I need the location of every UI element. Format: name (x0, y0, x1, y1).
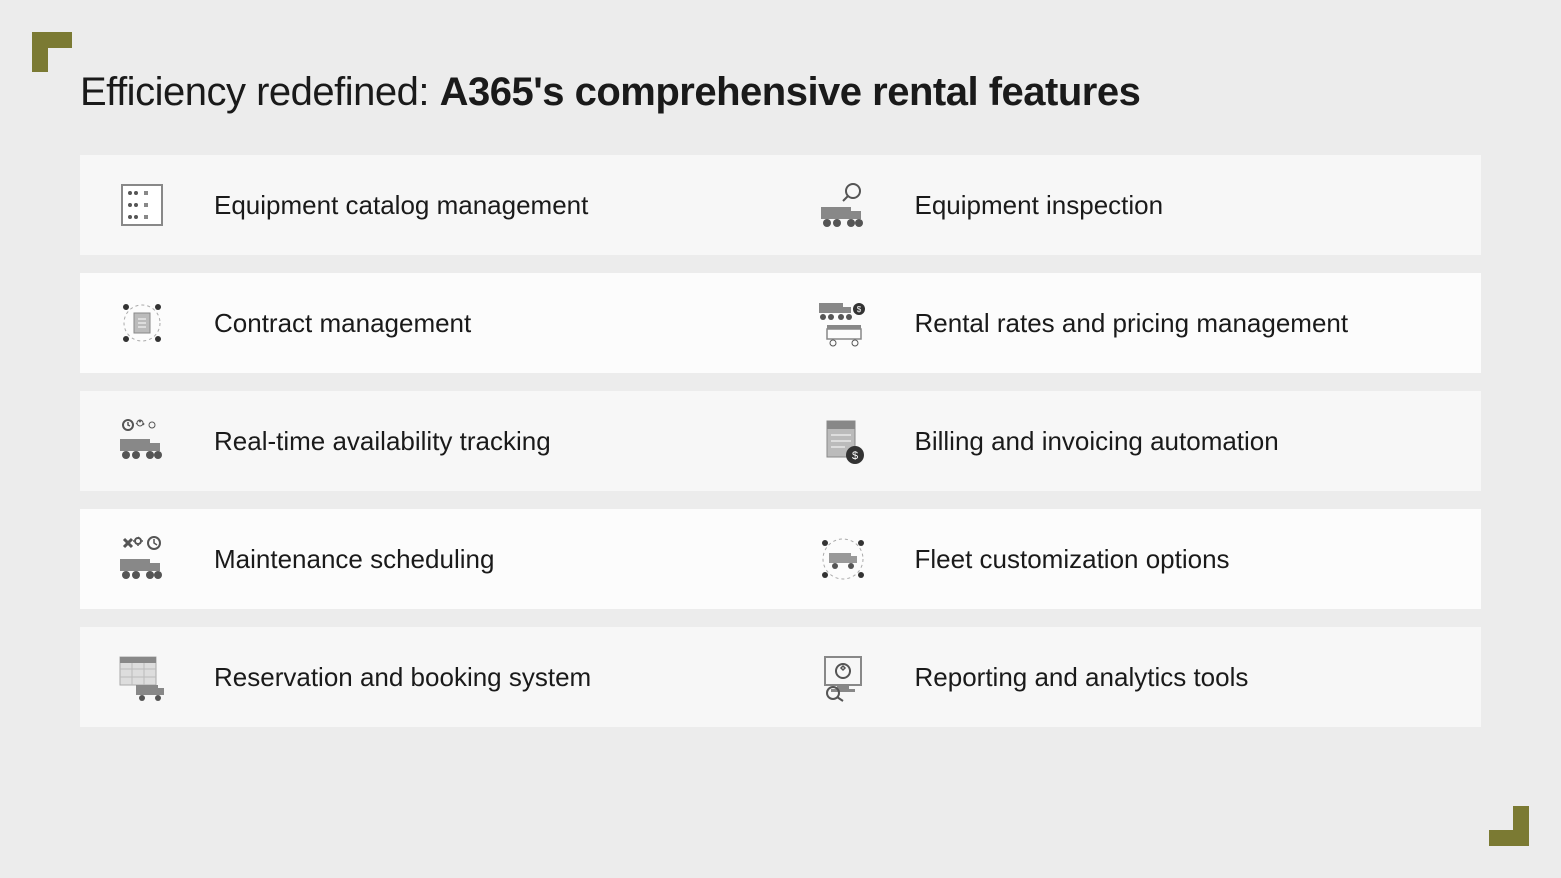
feature-item-inspection: Equipment inspection (781, 155, 1482, 255)
feature-item-catalog: Equipment catalog management (80, 155, 781, 255)
availability-icon (110, 409, 174, 473)
inspection-icon (811, 173, 875, 237)
feature-label: Billing and invoicing automation (915, 426, 1279, 457)
booking-icon: fl (110, 645, 174, 709)
feature-label: Contract management (214, 308, 471, 339)
corner-accent-top-left (32, 32, 72, 72)
feature-label: Real-time availability tracking (214, 426, 551, 457)
feature-item-contract: Contract management (80, 273, 781, 373)
maintenance-icon (110, 527, 174, 591)
title-prefix: Efficiency redefined: (80, 70, 440, 114)
feature-label: Reporting and analytics tools (915, 662, 1249, 693)
reporting-icon (811, 645, 875, 709)
feature-item-maintenance: Maintenance scheduling (80, 509, 781, 609)
feature-label: Equipment catalog management (214, 190, 588, 221)
feature-label: Reservation and booking system (214, 662, 591, 693)
slide-title: Efficiency redefined: A365's comprehensi… (80, 70, 1481, 115)
features-grid: Equipment catalog management Equipment i… (80, 155, 1481, 727)
billing-icon: $ (811, 409, 875, 473)
feature-item-fleet: Fleet customization options (781, 509, 1482, 609)
corner-accent-bottom-right (1489, 806, 1529, 846)
feature-item-availability: Real-time availability tracking (80, 391, 781, 491)
feature-label: Fleet customization options (915, 544, 1230, 575)
svg-text:$: $ (851, 450, 857, 462)
contract-icon (110, 291, 174, 355)
slide-content: Efficiency redefined: A365's comprehensi… (80, 70, 1481, 727)
feature-label: Equipment inspection (915, 190, 1164, 221)
pricing-icon: $ (811, 291, 875, 355)
feature-item-billing: $ Billing and invoicing automation (781, 391, 1482, 491)
feature-label: Maintenance scheduling (214, 544, 494, 575)
fleet-icon (811, 527, 875, 591)
feature-item-reporting: Reporting and analytics tools (781, 627, 1482, 727)
feature-label: Rental rates and pricing management (915, 308, 1349, 339)
title-bold: A365's comprehensive rental features (440, 70, 1141, 114)
feature-item-booking: fl Reservation and booking system (80, 627, 781, 727)
svg-text:$: $ (856, 305, 861, 314)
catalog-icon (110, 173, 174, 237)
feature-item-pricing: $ Rental rates and pricing management (781, 273, 1482, 373)
